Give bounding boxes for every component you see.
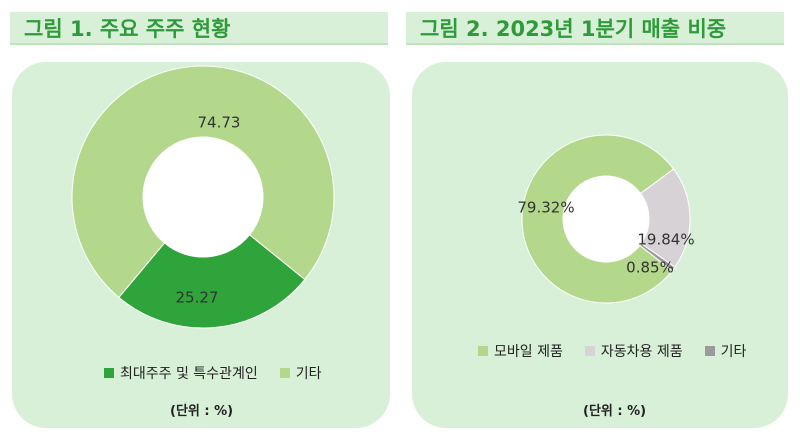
shareholder-chart-legend: 최대주주 및 특수관계인 기타	[104, 363, 321, 383]
legend-swatch-automotive	[584, 346, 595, 356]
legend-item-mobile: 모바일 제품	[478, 341, 563, 361]
sales-share-chart-unit: (단위 : %)	[583, 404, 647, 419]
data-label-1-2: 0.85%	[626, 259, 674, 277]
legend-item-other: 기타	[704, 341, 747, 361]
legend-label-automotive: 자동차용 제품	[600, 344, 683, 360]
donut-hole-0	[143, 137, 263, 257]
legend-item-major-shareholder: 최대주주 및 특수관계인	[104, 363, 258, 383]
legend-label-other: 기타	[720, 344, 747, 360]
legend-label-major-shareholder: 최대주주 및 특수관계인	[120, 366, 258, 382]
data-label-0-0: 25.27	[176, 289, 219, 307]
data-label-0-1: 74.73	[198, 114, 241, 132]
legend-label-mobile: 모바일 제품	[494, 344, 563, 360]
legend-swatch-mobile	[478, 346, 488, 356]
data-label-1-0: 79.32%	[517, 199, 574, 217]
sales-share-chart-legend: 모바일 제품 자동차용 제품 기타	[478, 341, 746, 361]
legend-item-others: 기타	[279, 363, 322, 383]
legend-item-automotive: 자동차용 제품	[584, 341, 683, 361]
shareholder-chart-unit: (단위 : %)	[170, 404, 234, 419]
figure-1-title: 그림 1. 주요 주주 현황	[10, 12, 388, 45]
legend-swatch-others	[279, 368, 290, 378]
legend-swatch-other	[704, 346, 715, 356]
data-label-1-1: 19.84%	[637, 231, 694, 249]
legend-swatch-major-shareholder	[104, 368, 114, 378]
legend-label-others: 기타	[295, 366, 322, 382]
figure-2-title: 그림 2. 2023년 1분기 매출 비중	[406, 12, 784, 45]
donut-hole-1	[563, 176, 649, 262]
